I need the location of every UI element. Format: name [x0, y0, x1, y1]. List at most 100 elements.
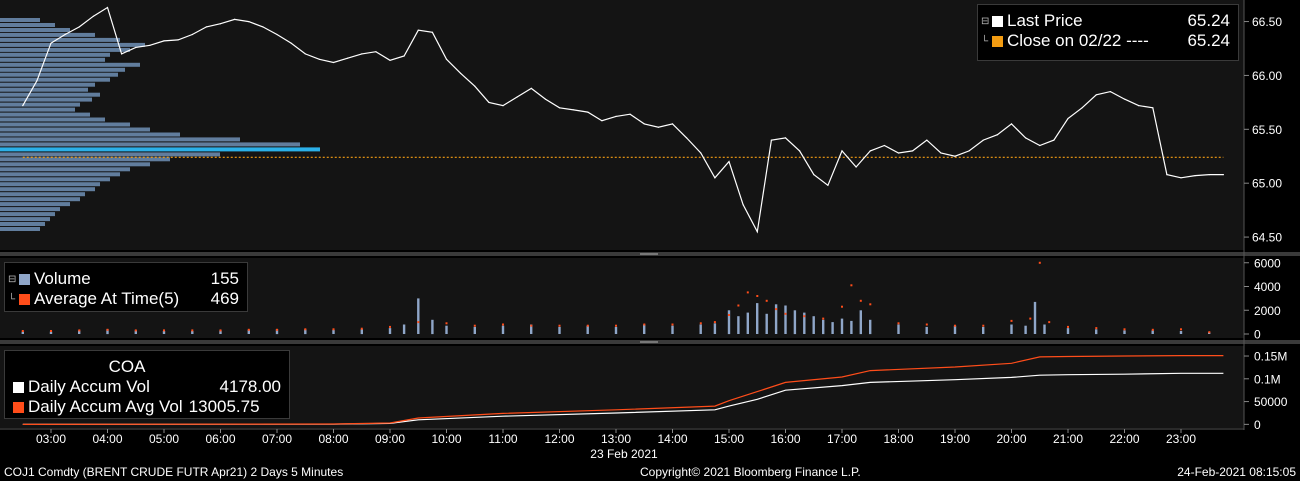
volume-bar [106, 329, 109, 335]
last-price-point [445, 58, 448, 60]
last-price-point [883, 144, 886, 147]
legend-row-average[interactable]: └ Average At Time(5) 469 [5, 289, 247, 309]
volume-bar [953, 325, 957, 334]
footer-security: COJ1 Comdty (BRENT CRUDE FUTR Apr21) 2 D… [4, 465, 344, 479]
last-price-point [389, 59, 391, 61]
x-tick-label: 15:00 [714, 432, 744, 446]
x-tick-label: 20:00 [996, 432, 1026, 446]
volume-bar [388, 328, 392, 334]
last-price-point [1109, 91, 1111, 93]
volume-bar [219, 330, 222, 334]
last-price-point [813, 174, 815, 176]
volume-bar [275, 329, 279, 335]
average-point [502, 323, 504, 326]
last-price-swatch [992, 15, 1003, 27]
last-price-point [841, 150, 843, 152]
last-price-point [36, 80, 38, 82]
x-tick-label: 11:00 [488, 432, 517, 446]
profile-bar [0, 117, 105, 122]
volume-bar [671, 325, 674, 334]
volume-bar [402, 324, 406, 334]
volume-bar [1033, 301, 1037, 334]
profile-bar [0, 107, 75, 112]
last-price-point [558, 107, 561, 109]
accum-vol-value: 4178.00 [219, 377, 281, 396]
last-price-point [827, 184, 829, 186]
volume-bar [793, 310, 797, 335]
volume-swatch [19, 273, 30, 285]
accum-legend[interactable]: COA Daily Accum Vol 4178.00 Daily Accum … [4, 350, 290, 419]
average-point [784, 312, 787, 315]
x-tick-label: 04:00 [92, 432, 122, 446]
average-point [1038, 261, 1041, 264]
average-point [850, 284, 853, 287]
volume-bar [897, 324, 900, 334]
profile-bar [0, 52, 110, 57]
volume-bar [1151, 330, 1154, 334]
profile-bar [0, 42, 145, 47]
accum-avg-swatch [13, 401, 24, 413]
average-point [558, 324, 561, 327]
average-point [247, 328, 250, 331]
price-y-tick-label: 66.00 [1252, 69, 1282, 83]
footer-timestamp: 24-Feb-2021 08:15:05 [1177, 465, 1296, 479]
average-point [163, 329, 165, 332]
divider-grip-icon[interactable] [640, 253, 658, 255]
average-point [530, 324, 533, 327]
last-price-point [686, 137, 688, 139]
profile-bar [0, 202, 70, 207]
volume-legend[interactable]: ⊟ Volume 155 └ Average At Time(5) 469 [4, 262, 248, 312]
volume-bar [445, 325, 448, 334]
last-price-point [1222, 174, 1224, 176]
average-point [1180, 328, 1182, 331]
last-price-point [1010, 123, 1013, 125]
profile-bar [0, 87, 88, 92]
last-price-point [657, 126, 660, 128]
average-point [50, 330, 52, 332]
volume-bar [431, 319, 434, 335]
profile-bar [0, 92, 100, 97]
last-price-point [629, 113, 631, 115]
last-price-point [996, 134, 999, 136]
legend-row-last-price[interactable]: ⊟ Last Price 65.24 [978, 11, 1238, 31]
legend-row-accum-avg[interactable]: Daily Accum Avg Vol 13005.75 [5, 397, 289, 417]
average-point [1095, 327, 1098, 330]
divider-grip-icon[interactable] [640, 341, 658, 343]
volume-bar [803, 312, 806, 334]
volume-bar [1123, 330, 1126, 334]
x-tick-label: 19:00 [940, 432, 970, 446]
last-price-point [488, 101, 490, 103]
volume-bar [1095, 329, 1098, 335]
average-point [897, 322, 900, 325]
last-price-point [149, 44, 151, 46]
volume-bar [558, 326, 561, 334]
volume-bar [614, 326, 618, 334]
profile-bar [0, 207, 60, 212]
price-y-tick-label: 64.50 [1252, 231, 1282, 245]
average-point [803, 315, 806, 318]
last-price-point [318, 58, 320, 60]
volume-bar [78, 330, 81, 334]
average-point [1067, 325, 1069, 328]
profile-bar [0, 132, 180, 137]
price-legend[interactable]: ⊟ Last Price 65.24 └ Close on 02/22 ----… [977, 4, 1239, 61]
volume-series-layer [21, 261, 1211, 335]
last-price-point [205, 26, 207, 28]
volume-bar [501, 325, 505, 334]
volume-bar [765, 313, 768, 334]
tree-collapse-icon[interactable]: ⊟ [981, 15, 990, 27]
last-price-point [290, 42, 292, 44]
average-point [925, 323, 928, 326]
last-price-line [22, 6, 1224, 234]
tree-collapse-icon[interactable]: ⊟ [8, 273, 17, 285]
profile-bar [0, 177, 110, 182]
average-point [78, 329, 81, 332]
legend-row-volume[interactable]: ⊟ Volume 155 [5, 269, 247, 289]
average-point [859, 299, 862, 302]
legend-row-accum-vol[interactable]: Daily Accum Vol 4178.00 [5, 377, 289, 397]
last-price-point [219, 23, 222, 25]
legend-row-close[interactable]: └ Close on 02/22 ---- 65.24 [978, 31, 1238, 51]
volume-bar [756, 303, 759, 334]
volume-bar [822, 319, 825, 335]
x-tick-label: 22:00 [1109, 432, 1139, 446]
